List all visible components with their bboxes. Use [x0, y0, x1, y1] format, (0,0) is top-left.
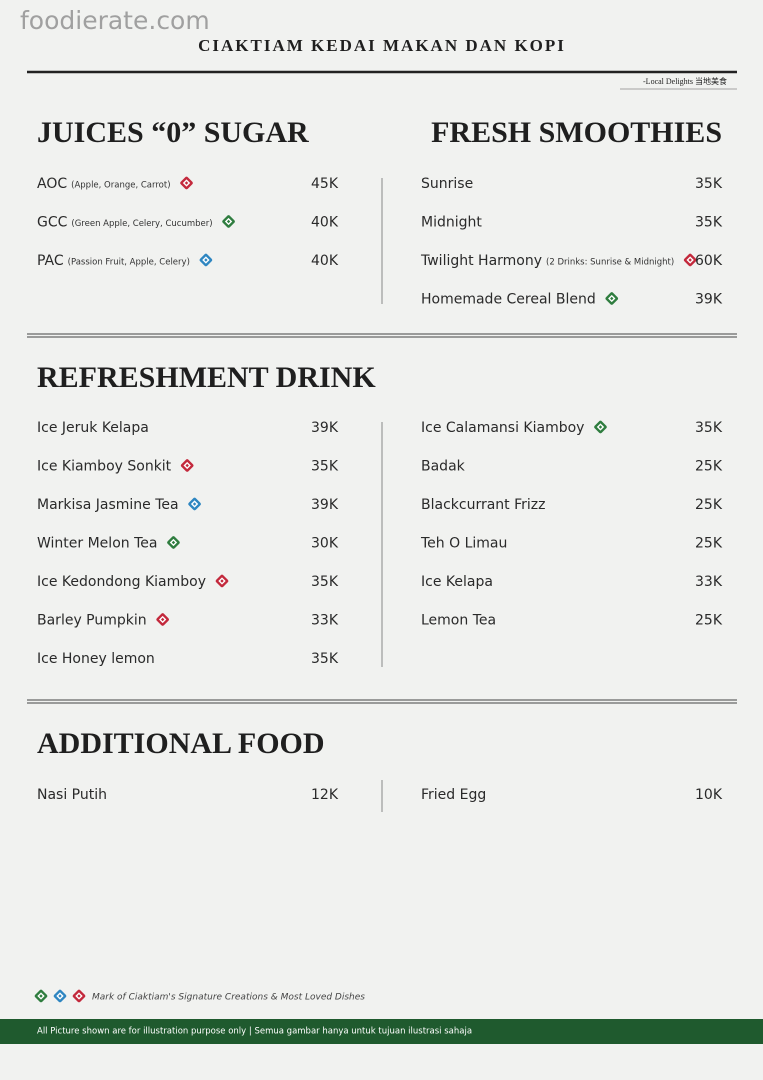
item-price: 10K	[695, 787, 723, 803]
item-price: 60K	[695, 253, 723, 269]
restaurant-title: CIAKTIAM KEDAI MAKAN DAN KOPI	[198, 36, 566, 55]
watermark: foodierate.com	[20, 6, 210, 35]
item-name: Ice Kelapa	[421, 574, 493, 590]
item-price: 40K	[311, 253, 339, 269]
signature-badge	[188, 497, 201, 511]
item-name: Midnight	[421, 215, 482, 231]
item-price: 25K	[695, 536, 723, 552]
item-note: (Green Apple, Celery, Cucumber)	[71, 219, 212, 229]
item-name: Homemade Cereal Blend	[421, 292, 596, 308]
item-name: Barley Pumpkin	[37, 613, 147, 629]
signature-badge	[199, 253, 213, 267]
item-name: Fried Egg	[421, 787, 486, 803]
badge-core	[39, 994, 43, 998]
item-price: 12K	[311, 787, 339, 803]
signature-badge	[72, 989, 86, 1003]
item-price: 30K	[311, 536, 339, 552]
item-name: Twilight Harmony	[420, 253, 542, 269]
badge-core	[58, 994, 62, 998]
item-price: 39K	[311, 497, 339, 513]
item-price: 40K	[311, 215, 339, 231]
badge-core	[598, 425, 603, 429]
item-name: Ice Jeruk Kelapa	[37, 420, 149, 436]
signature-badge	[180, 459, 194, 472]
footer-text: All Picture shown are for illustration p…	[37, 1027, 472, 1037]
badge-core	[77, 994, 81, 998]
item-name: Sunrise	[421, 176, 473, 192]
signature-badge	[167, 536, 180, 549]
badge-core	[160, 617, 165, 622]
signature-badge	[594, 420, 607, 434]
item-price: 35K	[695, 176, 723, 192]
signature-badge	[683, 253, 697, 267]
item-price: 33K	[311, 613, 339, 629]
section-title: JUICES “0” SUGAR	[37, 116, 309, 149]
item-name: Ice Kedondong Kiamboy	[37, 574, 206, 590]
item-price: 35K	[311, 651, 339, 667]
signature-badge	[53, 989, 67, 1003]
signature-badge	[222, 215, 235, 228]
item-price: 45K	[311, 176, 339, 192]
signature-badge	[215, 574, 229, 588]
item-price: 35K	[311, 574, 339, 590]
item-name: Badak	[421, 459, 466, 475]
item-name: Lemon Tea	[421, 613, 496, 629]
badge-core	[220, 579, 224, 583]
item-price: 25K	[695, 497, 723, 513]
item-name: GCC	[37, 215, 68, 231]
item-name: Teh O Limau	[420, 536, 507, 552]
footer-bar	[0, 1019, 763, 1044]
item-name: Ice Honey lemon	[37, 651, 155, 667]
item-price: 25K	[695, 613, 723, 629]
signature-badge	[605, 292, 618, 305]
item-price: 39K	[695, 292, 723, 308]
item-price: 25K	[695, 459, 723, 475]
item-note: (2 Drinks: Sunrise & Midnight)	[546, 258, 674, 268]
badge-core	[226, 219, 231, 224]
item-note: (Apple, Orange, Carrot)	[71, 181, 170, 191]
section-title: FRESH SMOOTHIES	[431, 116, 722, 149]
signature-badge	[180, 176, 193, 190]
item-price: 35K	[311, 459, 339, 475]
signature-badge	[34, 989, 48, 1003]
badge-core	[171, 540, 176, 545]
item-name: Markisa Jasmine Tea	[37, 497, 179, 513]
badge-core	[184, 181, 189, 185]
item-price: 39K	[311, 420, 339, 436]
item-name: Nasi Putih	[37, 787, 107, 803]
item-name: PAC	[37, 253, 64, 269]
section-title: REFRESHMENT DRINK	[37, 361, 376, 394]
signature-badge	[156, 613, 169, 626]
item-price: 33K	[695, 574, 723, 590]
item-name: Ice Kiamboy Sonkit	[37, 459, 172, 475]
tagline: -Local Delights 当地美食	[643, 76, 727, 86]
item-name: Ice Calamansi Kiamboy	[421, 420, 584, 436]
badge-core	[610, 296, 614, 301]
item-name: Blackcurrant Frizz	[421, 497, 545, 513]
item-name: Winter Melon Tea	[37, 536, 157, 552]
section-title: ADDITIONAL FOOD	[37, 727, 325, 760]
item-note: (Passion Fruit, Apple, Celery)	[68, 258, 190, 268]
item-price: 35K	[695, 420, 723, 436]
item-price: 35K	[695, 215, 723, 231]
badge-core	[688, 258, 692, 262]
legend-text: Mark of Ciaktiam's Signature Creations &…	[92, 993, 365, 1003]
item-name: AOC	[37, 176, 67, 192]
